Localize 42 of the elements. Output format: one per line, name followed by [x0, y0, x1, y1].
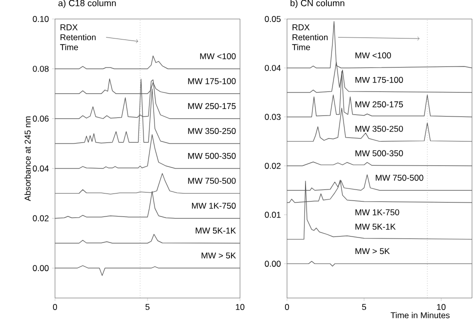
y-tick-label: 0.03 [264, 114, 281, 120]
series-label: MW > 5K [355, 248, 390, 254]
series-label: MW 175-100 [188, 78, 236, 84]
y-tick-label: 0.08 [32, 66, 49, 72]
chart-title: b) CN column [290, 0, 344, 8]
y-tick-label: 0.06 [32, 116, 49, 122]
x-tick-label: 5 [145, 304, 150, 310]
series-label: MW 5K-1K [196, 228, 236, 234]
series-label: MW 350-250 [188, 128, 236, 134]
series-label: MW 250-175 [188, 103, 236, 110]
x-tick-label: 0 [52, 304, 58, 310]
x-axis-title: Time in Minutes [390, 312, 450, 318]
series-label: MW > 5K [202, 252, 236, 258]
x-tick-label: 10 [437, 304, 446, 310]
y-axis-title: Absorbance at 245 nm [24, 116, 31, 202]
x-tick-label: 5 [362, 304, 366, 310]
y-tick-label: 0.02 [264, 162, 281, 169]
y-tick-label: 0.10 [32, 16, 49, 22]
annotation: RDX Retention Time [60, 24, 96, 50]
chart-title: a) C18 column [58, 0, 116, 8]
series-label: MW 500-350 [355, 150, 403, 156]
series-label: MW 750-500 [376, 174, 424, 181]
series-label: MW 1K-750 [355, 209, 400, 216]
series-label: MW 350-250 [355, 126, 403, 132]
x-tick-label: 10 [236, 304, 244, 310]
series-label: MW 175-100 [355, 76, 403, 83]
annotation: RDX Retention Time [292, 24, 328, 50]
series-label: MW 750-500 [188, 178, 236, 184]
y-tick-label: 0.00 [32, 265, 49, 272]
series-label: MW <100 [355, 52, 391, 58]
y-tick-label: 0.05 [264, 16, 281, 22]
y-tick-label: 0.01 [264, 212, 281, 218]
series-label: MW 5K-1K [355, 224, 396, 230]
y-tick-label: 0.00 [264, 260, 281, 267]
series-label: MW <100 [200, 53, 236, 60]
series-label: MW 500-350 [188, 152, 236, 159]
series-label: MW 250-175 [355, 101, 403, 108]
y-tick-label: 0.02 [32, 215, 49, 222]
y-tick-label: 0.04 [32, 165, 49, 172]
y-tick-label: 0.04 [264, 64, 281, 71]
series-label: MW 1K-750 [192, 202, 236, 209]
x-tick-label: 0 [284, 304, 290, 310]
